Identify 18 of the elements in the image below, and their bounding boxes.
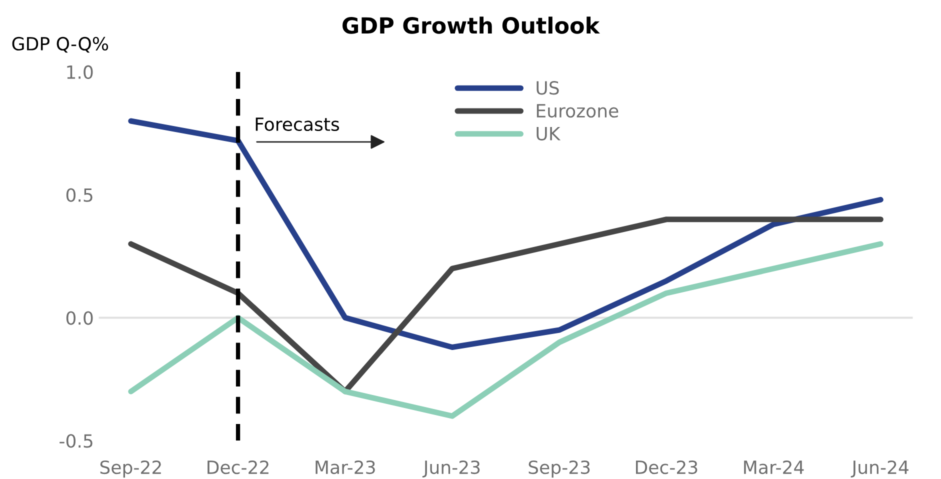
y-tick-label: 0.5 (66, 188, 92, 202)
x-tick-label: Sep-22 (100, 460, 161, 478)
x-tick-label: Mar-24 (744, 460, 804, 474)
y-tick-label: 0.0 (66, 311, 93, 325)
x-tick-label: Mar-23 (316, 460, 375, 474)
ref-line-label: Forecasts (256, 118, 340, 132)
x-tick-label: Dec-22 (208, 460, 268, 474)
x-tick-label: Sep-23 (528, 460, 590, 478)
legend-label: UK (536, 127, 561, 140)
x-tick-label: Dec-23 (636, 460, 698, 474)
x-tick-label: Jun-24 (850, 460, 908, 478)
y-tick-label: -0.5 (60, 434, 92, 448)
legend-label: Eurozone (536, 104, 618, 118)
y-tick-label: 1.0 (67, 65, 93, 79)
y-axis-title: GDP Q-Q% (12, 36, 108, 53)
legend-label: US (536, 81, 559, 95)
x-tick-label: Jun-23 (422, 460, 480, 478)
chart-title: GDP Growth Outlook (342, 16, 600, 34)
